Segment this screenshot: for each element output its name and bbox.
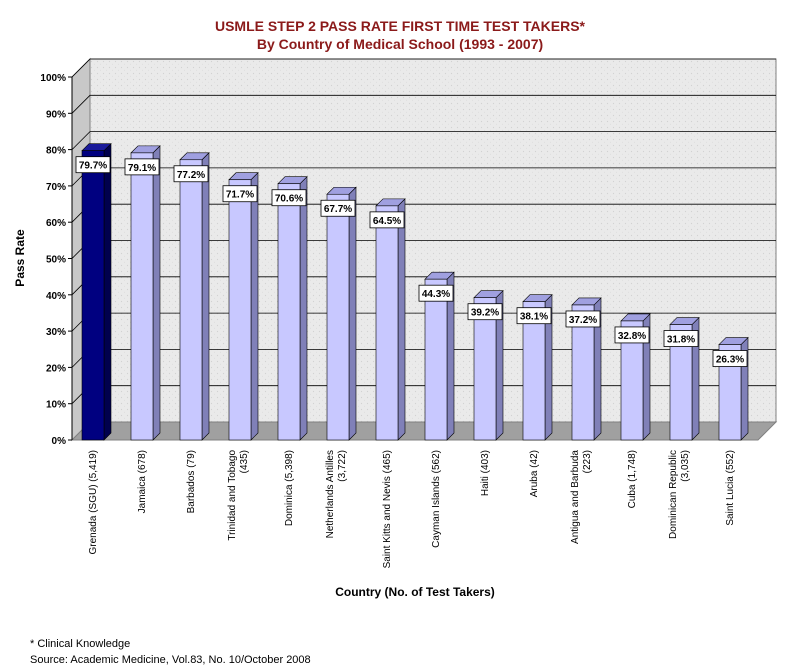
x-tick-label: Dominican Republic(3,035) [668, 450, 691, 539]
bar-front [669, 324, 693, 441]
data-label-box [271, 189, 307, 207]
bar [81, 142, 112, 441]
chart-subtitle: By Country of Medical School (1993 - 200… [256, 36, 544, 52]
y-tick-label: 30% [46, 327, 66, 338]
data-label-box [516, 307, 552, 325]
x-tick-label: Saint Kitts and Nevis (465) [382, 450, 393, 568]
data-label-box [124, 158, 160, 176]
footnote-source: Source: Academic Medicine, Vol.83, No. 1… [30, 654, 311, 666]
bar [571, 297, 602, 441]
bar-front [473, 297, 497, 441]
data-label: 39.2% [471, 308, 499, 319]
x-tick-label: Barbados (79) [186, 450, 197, 513]
x-tick-label: Jamaica (678) [137, 450, 148, 513]
y-tick-label: 50% [46, 255, 66, 266]
bar-front [718, 344, 742, 441]
x-tick-label: Cuba (1,748) [627, 450, 638, 508]
y-tick-label: 90% [46, 109, 66, 120]
bar-side [201, 152, 210, 441]
y-tick-label: 100% [40, 73, 66, 84]
bar [424, 271, 455, 441]
bar-front [179, 159, 203, 441]
data-label-box [565, 310, 601, 328]
bar [473, 289, 504, 441]
bar-front [130, 152, 154, 441]
bar-side [397, 198, 406, 441]
bar-front [81, 150, 105, 441]
bar [522, 293, 553, 441]
data-label: 70.6% [275, 194, 303, 205]
bar [130, 145, 161, 441]
bar-side [103, 142, 112, 441]
data-label-box [222, 185, 258, 203]
bar-front [277, 183, 301, 441]
data-label: 26.3% [716, 355, 744, 366]
x-tick-label: Antigua and Barbuda(223) [570, 450, 593, 544]
gridline [71, 131, 776, 150]
data-label-box [467, 303, 503, 321]
bar-side [348, 186, 357, 441]
y-tick-label: 10% [46, 400, 66, 411]
data-label-box [320, 199, 356, 217]
y-tick-label: 80% [46, 146, 66, 157]
x-tick-label: Grenada (SGU) (5,419) [88, 450, 99, 555]
x-tick-label: Netherlands Antilles(3,722) [325, 450, 348, 538]
footnote-clinical-knowledge: * Clinical Knowledge [30, 638, 131, 650]
data-label: 79.7% [79, 161, 107, 172]
y-tick-label: 60% [46, 218, 66, 229]
bar [179, 152, 210, 441]
x-tick-label: Saint Lucia (552) [725, 450, 736, 526]
data-label-box [712, 350, 748, 367]
y-tick-label: 0% [52, 436, 67, 447]
gridline [71, 94, 776, 114]
bar-side [250, 172, 259, 441]
bar [669, 316, 700, 441]
data-label: 44.3% [422, 289, 450, 300]
bar [326, 186, 357, 441]
bar-front [522, 301, 546, 441]
bar-side [152, 145, 161, 441]
y-tick-label: 70% [46, 182, 66, 193]
x-tick-label: Aruba (42) [529, 450, 540, 497]
bar [228, 172, 259, 441]
data-label: 77.2% [177, 170, 205, 181]
y-tick-label: 20% [46, 363, 66, 374]
gridline [71, 58, 776, 78]
data-label: 79.1% [128, 163, 156, 174]
bar-front [620, 320, 644, 441]
data-label-box [614, 326, 650, 344]
data-label-box [663, 330, 699, 347]
data-label: 31.8% [667, 335, 695, 346]
data-label: 71.7% [226, 190, 254, 201]
y-tick-label: 40% [46, 291, 66, 302]
bar-front [424, 278, 448, 441]
bar [375, 198, 406, 441]
data-label: 37.2% [569, 315, 597, 326]
bar-front [228, 179, 252, 441]
bar-front [375, 205, 399, 441]
bar-side [299, 175, 308, 441]
bar [277, 175, 308, 441]
data-label-box [418, 284, 454, 302]
data-label-box [173, 165, 209, 183]
x-tick-label: Dominica (5,398) [284, 450, 295, 526]
data-label: 64.5% [373, 216, 401, 227]
data-label: 38.1% [520, 312, 548, 323]
x-axis-label: Country (No. of Test Takers) [335, 585, 495, 599]
data-label: 67.7% [324, 204, 352, 215]
bar [620, 313, 651, 441]
x-tick-label: Trinidad and Tobago(435) [227, 450, 250, 541]
chart-title: USMLE STEP 2 PASS RATE FIRST TIME TEST T… [214, 18, 585, 34]
x-tick-label: Cayman Islands (562) [431, 450, 442, 548]
bar-front [326, 193, 350, 441]
bar-front [571, 304, 595, 441]
y-axis-label: Pass Rate [13, 229, 27, 287]
data-label: 32.8% [618, 331, 646, 342]
data-label-box [75, 156, 111, 174]
data-label-box [369, 211, 405, 229]
x-tick-label: Haiti (403) [480, 450, 491, 496]
